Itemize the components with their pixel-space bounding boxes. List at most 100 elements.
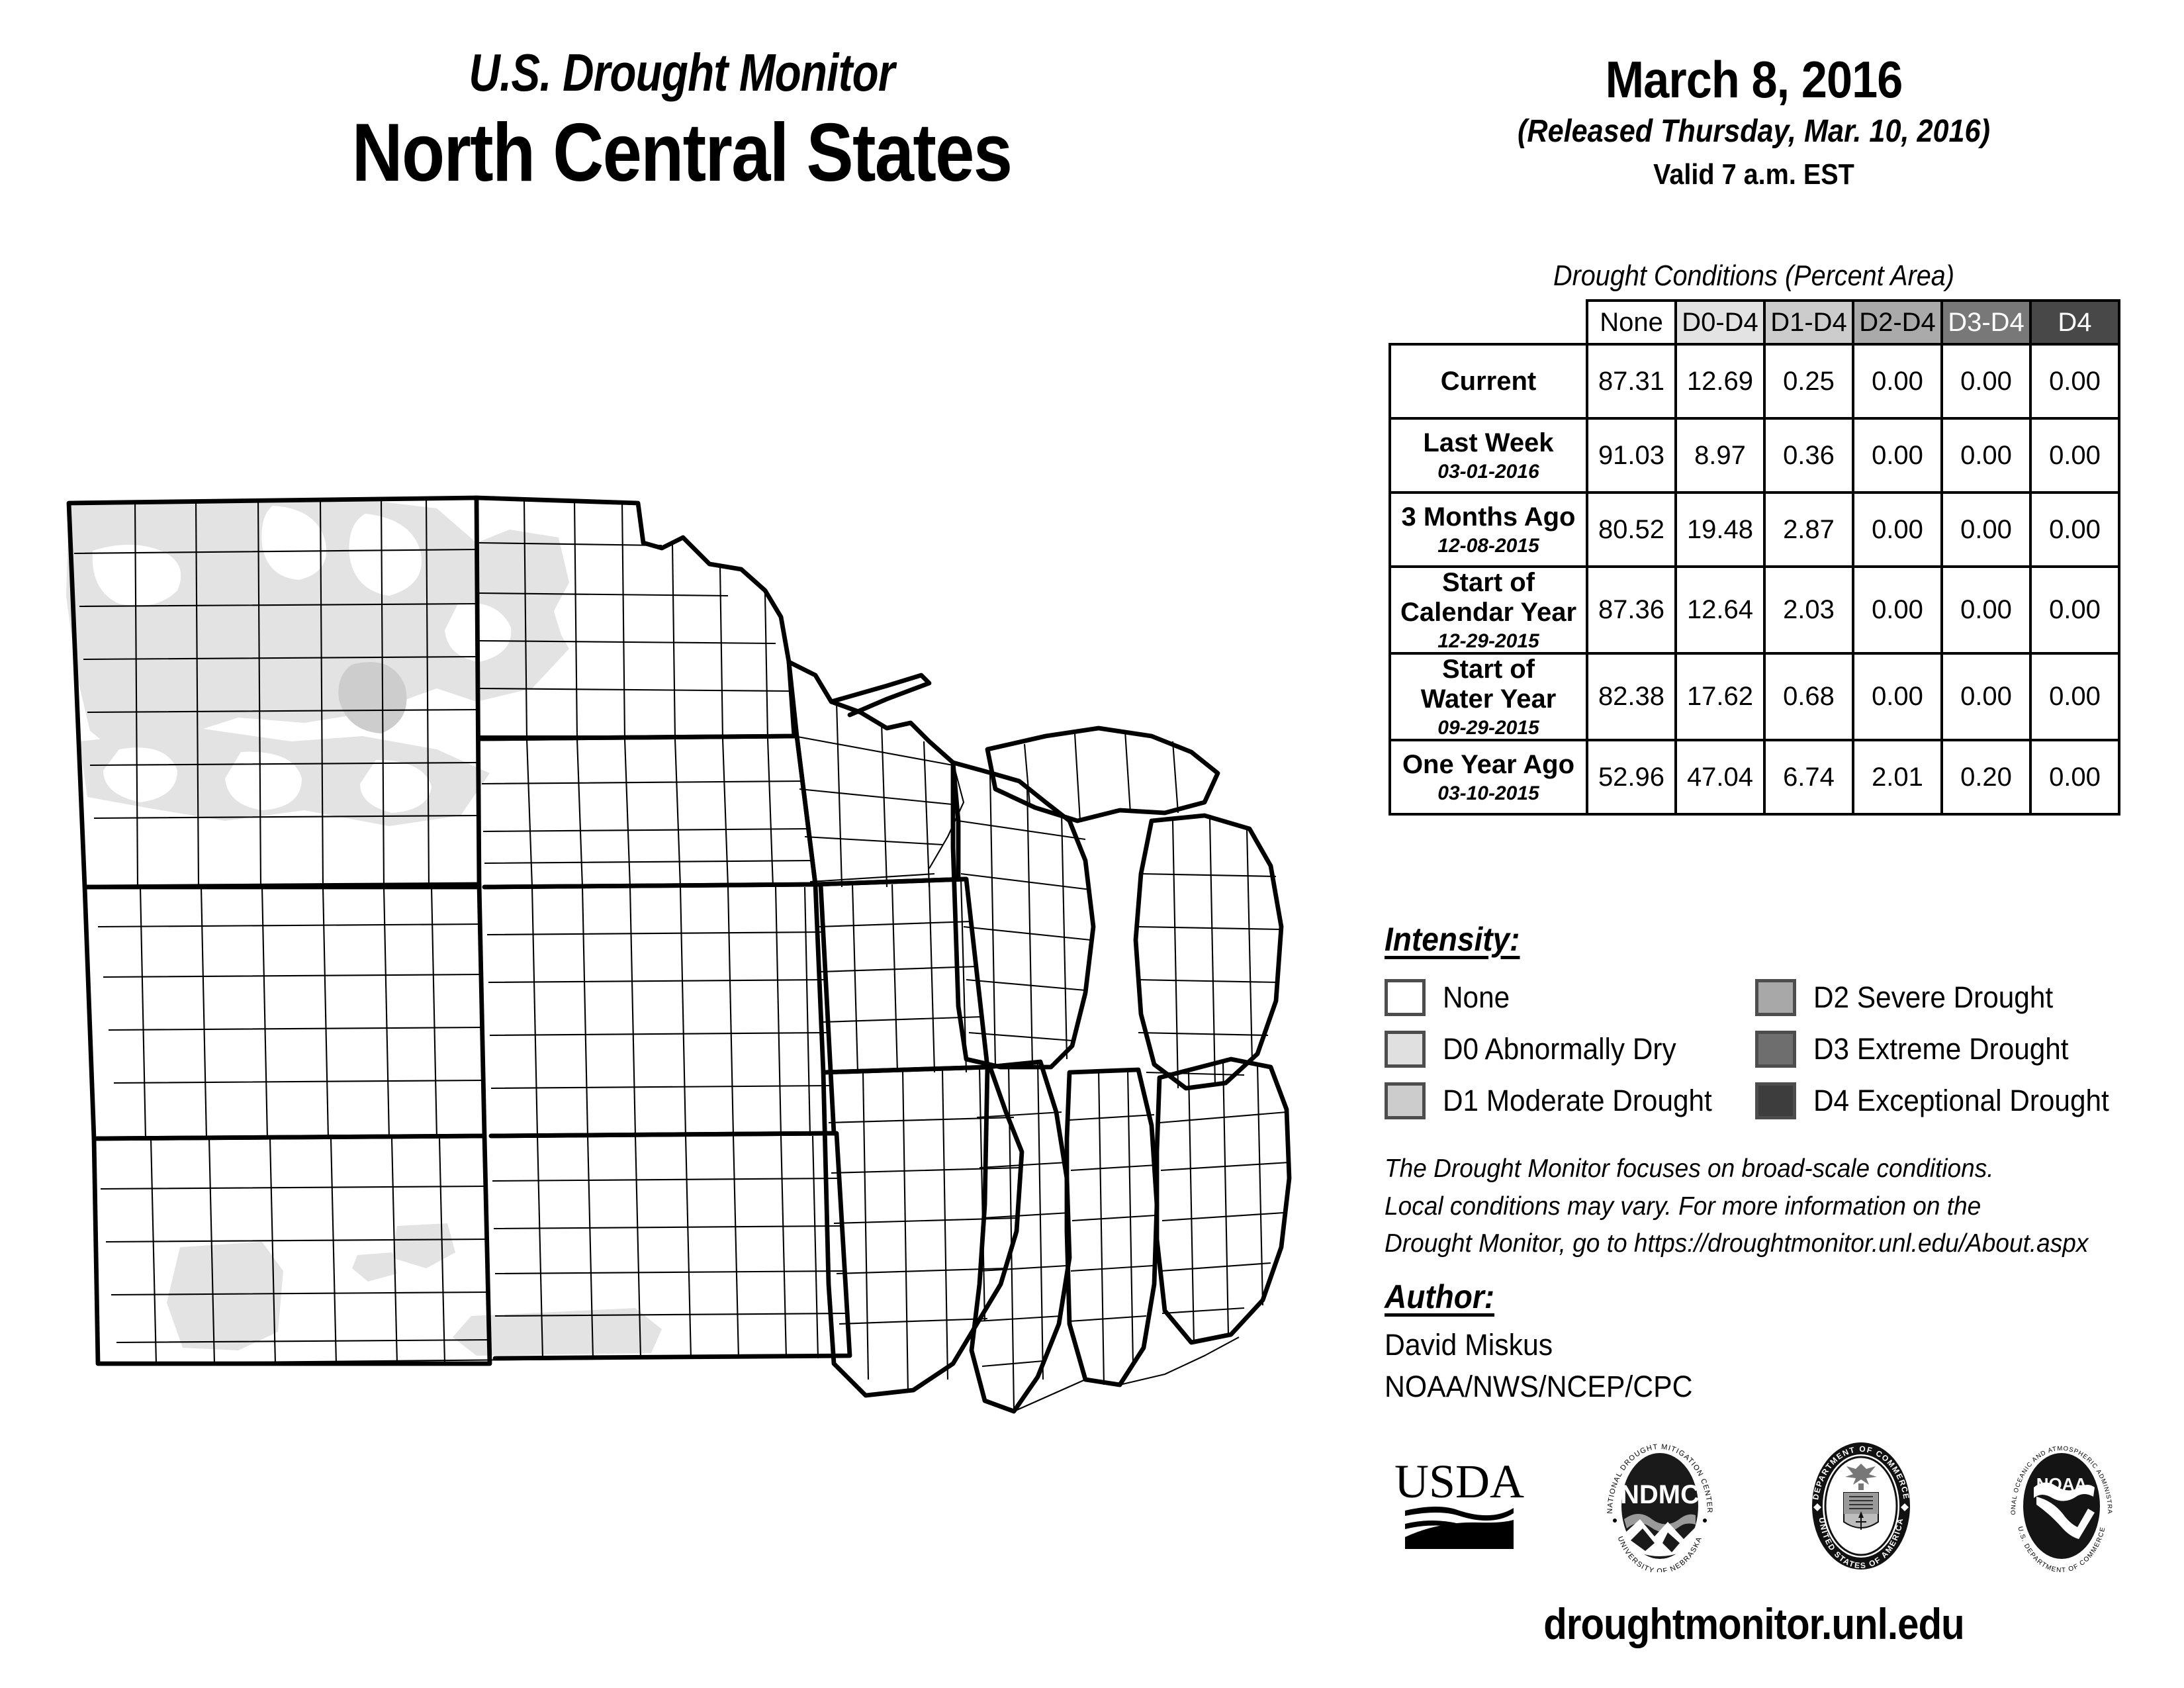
table-body: Current 87.31 12.69 0.25 0.00 0.00 0.00 Last We… [1388, 343, 2120, 816]
legend-item: D1 Moderate Drought [1385, 1075, 1755, 1127]
table-cell: 80.52 [1586, 491, 1677, 568]
row-label-date: 03-10-2015 [1437, 782, 1539, 804]
legend-swatch [1755, 1082, 1796, 1119]
row-label: Current [1388, 343, 1588, 420]
row-label-date: 12-29-2015 [1437, 630, 1539, 652]
legend-item: D3 Extreme Drought [1755, 1023, 2139, 1075]
disclaimer-line-2: Local conditions may vary. For more info… [1385, 1192, 1981, 1221]
legend-swatch [1385, 979, 1426, 1016]
table-caption: Drought Conditions (Percent Area) [1553, 259, 1955, 292]
author-name: David Miskus [1385, 1328, 1553, 1362]
table-row: Start of Calendar Year 12-29-2015 87.36 12.6… [1388, 565, 2120, 655]
table-cell: 91.03 [1586, 417, 1677, 494]
table-cell: 2.03 [1763, 565, 1854, 655]
table-cell: 87.31 [1586, 343, 1677, 420]
table-cell: 12.69 [1674, 343, 1766, 420]
drought-conditions-table: None D0-D4 D1-D4 D2-D4 D3-D4 D4 Current 8… [1388, 299, 2120, 816]
table-cell: 0.00 [1940, 565, 2032, 655]
release-date: (Released Thursday, Mar. 10, 2016) [1518, 113, 1990, 149]
table-cell: 0.00 [1940, 652, 2032, 742]
legend-item: D4 Exceptional Drought [1755, 1075, 2139, 1127]
row-label: One Year Ago 03-10-2015 [1388, 739, 1588, 816]
title-block: U.S. Drought Monitor North Central State… [0, 46, 1363, 201]
product-title: U.S. Drought Monitor [469, 43, 895, 102]
table-row: Current 87.31 12.69 0.25 0.00 0.00 0.00 [1388, 343, 2120, 420]
agency-logos: USDA NDMC NATIONAL DROUGHT MITIGATION CE… [1377, 1436, 2144, 1575]
table-cell: 0.00 [1852, 565, 1943, 655]
table-cell: 0.36 [1763, 417, 1854, 494]
table-cell: 52.96 [1586, 739, 1677, 816]
legend-label: D3 Extreme Drought [1813, 1032, 2069, 1066]
legend-label: D1 Moderate Drought [1443, 1084, 1712, 1117]
table-cell: 0.00 [2029, 417, 2120, 494]
table-row: One Year Ago 03-10-2015 52.96 47.04 6.74 2.01… [1388, 739, 2120, 816]
table-cell: 0.00 [2029, 565, 2120, 655]
table-cell: 2.87 [1763, 491, 1854, 568]
disclaimer-line-1: The Drought Monitor focuses on broad-sca… [1385, 1154, 1994, 1183]
table-cell: 0.20 [1940, 739, 2032, 816]
legend-label: D0 Abnormally Dry [1443, 1032, 1676, 1066]
map-state-lines [66, 495, 1292, 1414]
col-header-d0-d4: D0-D4 [1674, 299, 1766, 346]
region-title: North Central States [351, 107, 1013, 199]
header-spacer [1390, 301, 1587, 344]
footer-url: droughtmonitor.unl.edu [1543, 1599, 1964, 1648]
legend-label: D4 Exceptional Drought [1813, 1084, 2109, 1117]
legend-swatch [1755, 979, 1796, 1016]
table-cell: 0.00 [1852, 417, 1943, 494]
noaa-logo: NOAA NATIONAL OCEANIC AND ATMOSPHERIC AD… [1979, 1438, 2144, 1574]
col-header-d4: D4 [2029, 299, 2120, 346]
col-header-d3-d4: D3-D4 [1940, 299, 2032, 346]
intensity-heading: Intensity: [1385, 921, 1520, 958]
table-cell: 0.00 [2029, 343, 2120, 420]
svg-text:USDA: USDA [1394, 1455, 1524, 1508]
legend-item: D0 Abnormally Dry [1385, 1023, 1755, 1075]
legend-label: None [1443, 980, 1510, 1014]
valid-date: March 8, 2016 [1605, 50, 1903, 109]
table-row: Start of Water Year 09-29-2015 82.38 17.62 0.… [1388, 652, 2120, 742]
table-cell: 0.00 [1940, 491, 2032, 568]
table-row: Last Week 03-01-2016 91.03 8.97 0.36 0.00 0.00… [1388, 417, 2120, 494]
table-cell: 19.48 [1674, 491, 1766, 568]
table-cell: 6.74 [1763, 739, 1854, 816]
intensity-legend: None D2 Severe Drought D0 Abnormally Dry D3… [1385, 972, 2139, 1127]
disclaimer: The Drought Monitor focuses on broad-sca… [1385, 1150, 2126, 1263]
row-label-date: 12-08-2015 [1437, 534, 1539, 557]
drought-map [40, 490, 1337, 1516]
usda-logo: USDA [1377, 1438, 1542, 1574]
row-label: Last Week 03-01-2016 [1388, 417, 1588, 494]
table-cell: 0.68 [1763, 652, 1854, 742]
legend-swatch [1385, 1031, 1426, 1068]
legend-label: D2 Severe Drought [1813, 980, 2054, 1014]
col-header-d1-d4: D1-D4 [1763, 299, 1854, 346]
col-header-none: None [1586, 299, 1677, 346]
valid-time: Valid 7 a.m. EST [1653, 158, 1854, 191]
drought-conditions-table-wrap: None D0-D4 D1-D4 D2-D4 D3-D4 D4 Current 8… [1388, 299, 2120, 816]
legend-swatch [1755, 1031, 1796, 1068]
table-cell: 0.00 [1940, 343, 2032, 420]
author-affiliation: NOAA/NWS/NCEP/CPC [1385, 1370, 1693, 1403]
author-block: David Miskus NOAA/NWS/NCEP/CPC [1385, 1324, 1693, 1407]
disclaimer-line-3: Drought Monitor, go to https://droughtmo… [1385, 1229, 2089, 1258]
map-svg [66, 495, 1292, 1414]
table-cell: 12.64 [1674, 565, 1766, 655]
date-block: March 8, 2016 (Released Thursday, Mar. 1… [1363, 50, 2144, 191]
row-label-date: 03-01-2016 [1437, 460, 1539, 483]
table-cell: 0.25 [1763, 343, 1854, 420]
table-cell: 0.00 [1852, 652, 1943, 742]
table-cell: 82.38 [1586, 652, 1677, 742]
table-cell: 17.62 [1674, 652, 1766, 742]
row-label: 3 Months Ago 12-08-2015 [1388, 491, 1588, 568]
svg-text:NDMC: NDMC [1620, 1480, 1700, 1509]
table-cell: 0.00 [1940, 417, 2032, 494]
row-label-date: 09-29-2015 [1437, 716, 1539, 739]
map-drought-shading [66, 500, 662, 1356]
table-cell: 47.04 [1674, 739, 1766, 816]
map-county-lines-east [476, 496, 1291, 1413]
table-cell: 0.00 [2029, 491, 2120, 568]
table-row: 3 Months Ago 12-08-2015 80.52 19.48 2.87 0.00… [1388, 491, 2120, 568]
table-cell: 0.00 [2029, 652, 2120, 742]
doc-logo: DEPARTMENT OF COMMERCE UNITED STATES OF … [1778, 1438, 1944, 1574]
col-header-d2-d4: D2-D4 [1852, 299, 1943, 346]
ndmc-logo: NDMC NATIONAL DROUGHT MITIGATION CENTER … [1577, 1438, 1743, 1574]
